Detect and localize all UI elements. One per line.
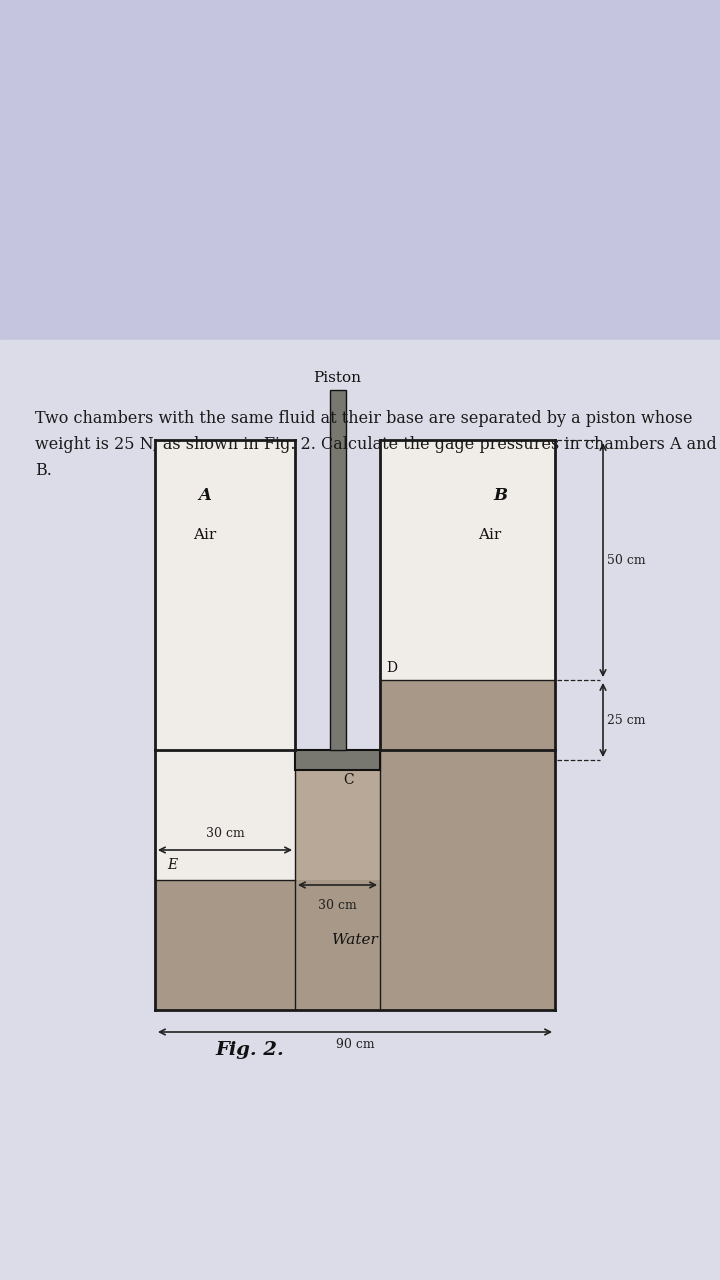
Bar xyxy=(380,680,555,1010)
Text: E: E xyxy=(167,858,177,872)
Bar xyxy=(155,440,295,881)
Text: B: B xyxy=(493,486,507,503)
Text: A: A xyxy=(199,486,212,503)
Text: C: C xyxy=(343,773,354,787)
Bar xyxy=(330,390,346,750)
Text: 30 cm: 30 cm xyxy=(206,827,244,840)
Bar xyxy=(295,750,380,771)
Text: Two chambers with the same fluid at their base are separated by a piston whose
w: Two chambers with the same fluid at thei… xyxy=(35,410,716,479)
Text: Air: Air xyxy=(194,527,217,541)
Text: Piston: Piston xyxy=(313,371,361,385)
Text: D: D xyxy=(386,660,397,675)
Bar xyxy=(0,340,720,1280)
Text: Fig. 2.: Fig. 2. xyxy=(215,1041,284,1059)
Bar xyxy=(155,881,555,1010)
Bar xyxy=(380,440,555,680)
Text: 25 cm: 25 cm xyxy=(607,713,646,727)
Bar xyxy=(295,771,380,881)
Text: Water: Water xyxy=(332,933,378,947)
Text: 30 cm: 30 cm xyxy=(318,899,357,911)
Text: 50 cm: 50 cm xyxy=(607,553,646,567)
Text: Air: Air xyxy=(478,527,502,541)
Text: 90 cm: 90 cm xyxy=(336,1038,374,1051)
